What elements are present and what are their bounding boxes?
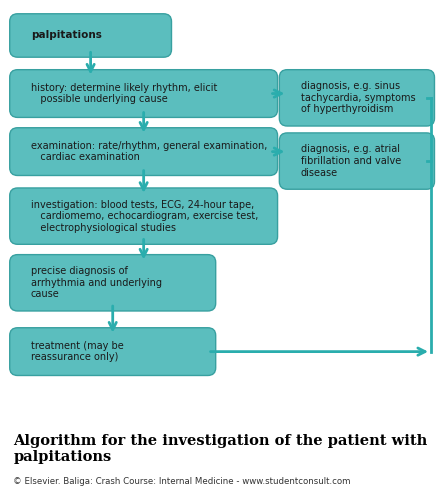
FancyBboxPatch shape (10, 188, 278, 244)
Text: history: determine likely rhythm, elicit
   possible underlying cause: history: determine likely rhythm, elicit… (31, 83, 217, 104)
FancyBboxPatch shape (10, 14, 171, 57)
Text: palpitations: palpitations (31, 31, 102, 40)
FancyBboxPatch shape (279, 133, 434, 189)
Text: investigation: blood tests, ECG, 24-hour tape,
   cardiomemo, echocardiogram, ex: investigation: blood tests, ECG, 24-hour… (31, 200, 258, 233)
FancyBboxPatch shape (10, 255, 216, 311)
Text: treatment (may be
reassurance only): treatment (may be reassurance only) (31, 341, 124, 363)
FancyBboxPatch shape (10, 128, 278, 175)
FancyBboxPatch shape (10, 328, 216, 376)
Text: Algorithm for the investigation of the patient with
palpitations: Algorithm for the investigation of the p… (13, 434, 427, 464)
Text: © Elsevier. Baliga: Crash Course: Internal Medicine - www.studentconsult.com: © Elsevier. Baliga: Crash Course: Intern… (13, 477, 351, 486)
Text: examination: rate/rhythm, general examination,
   cardiac examination: examination: rate/rhythm, general examin… (31, 141, 267, 162)
FancyBboxPatch shape (279, 69, 434, 126)
Text: diagnosis, e.g. atrial
fibrillation and valve
disease: diagnosis, e.g. atrial fibrillation and … (301, 144, 401, 178)
FancyBboxPatch shape (10, 69, 278, 118)
Text: diagnosis, e.g. sinus
tachycardia, symptoms
of hyperthyroidism: diagnosis, e.g. sinus tachycardia, sympt… (301, 81, 415, 114)
Text: precise diagnosis of
arrhythmia and underlying
cause: precise diagnosis of arrhythmia and unde… (31, 266, 162, 299)
